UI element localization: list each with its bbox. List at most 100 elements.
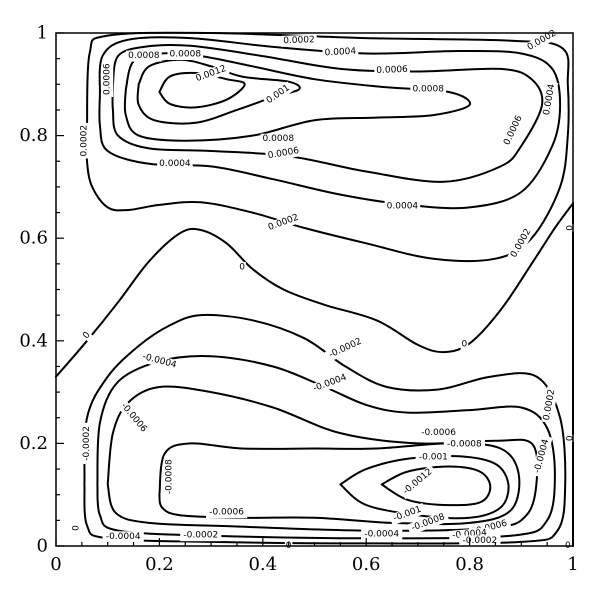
contour-line-0 [158,71,246,109]
contour-label-group-44: -0.0002 [180,530,222,542]
contour-label-group-43: -0.0004 [102,531,144,543]
contour-label: 0 [565,225,575,231]
contour-label-group-1: 0.0004 [322,46,359,59]
contour-label: 0.0002 [509,227,533,259]
y-axis: 0 0.2 0.4 0.6 0.8 1 [19,23,64,557]
contour-label-group-42: -0.0004 [361,529,403,541]
contour-label-group-25: -0.0004 [138,350,181,372]
contour-labels: 0.00020.00040.00060.00080.0010.00120.000… [71,27,576,552]
contour-label-bg [500,112,527,149]
contour-label: 0.0002 [267,213,300,233]
contour-label-group-28: -0.0002 [81,422,93,464]
contour-label-bg [460,338,469,350]
contour-line-6 [55,202,574,378]
contour-label: 0.0008 [128,51,160,61]
x-tick-label: 0 [50,554,61,575]
contour-label-bg [384,200,421,212]
contour-label: 0 [462,339,468,349]
contour-label: -0.0002 [183,531,218,541]
contour-label-bg [281,34,317,47]
contour-label: 0.0008 [170,50,202,60]
x-tick-label: 0.2 [145,554,174,575]
x-tick-label: 1 [567,554,578,575]
contour-label-group-7: 0.0008 [167,49,204,60]
contour-label: 0.0004 [387,201,419,211]
contour-label-group-22: 0 [564,224,576,232]
x-axis: 0 0.2 0.4 0.6 0.8 1 [50,538,579,575]
contour-label-group-29: -0.0006 [418,427,460,439]
contour-label: 0 [81,330,93,341]
contour-label: 0.0004 [324,47,356,59]
contour-label-group-36: -0.0006 [206,507,248,519]
contour-label-bg [71,524,83,532]
contour-label-group-41: -0.0002 [459,535,501,547]
contour-label-bg [102,531,144,543]
contour-label-group-35: -0.0004 [531,434,553,478]
y-tick-label: 0.2 [19,433,48,454]
contour-label: -0.0006 [421,428,456,438]
y-tick-label: 1 [37,23,48,44]
contour-label-group-20: 0 [80,329,94,343]
contour-label: 0.0002 [283,35,315,46]
contour-label-group-4: 0.001 [262,81,294,108]
contour-label: -0.0002 [463,536,498,546]
contour-label: -0.0006 [209,508,244,518]
x-tick-label: 0.6 [352,554,381,575]
contour-label-group-33: -0.0008 [164,456,176,498]
y-tick-label: 0 [37,536,48,557]
contour-label-bg [206,507,248,519]
contour-line-13 [380,465,492,507]
plot-frame [55,32,574,547]
contour-label-bg [126,50,162,62]
contour-line-2 [123,52,472,142]
contour-label-bg [308,371,352,396]
contour-label-group-9: 0.0008 [260,133,297,145]
contour-label-group-19: 0 [238,261,246,273]
contour-label: -0.0008 [447,439,482,449]
contour-label-bg [167,49,204,60]
contour-label-group-24: -0.0002 [324,334,367,363]
contour-label-bg [541,386,559,424]
contour-label: -0.001 [419,452,448,462]
contour-label-bg [260,133,297,145]
contour-label-group-6: 0.0008 [126,50,162,62]
contour-label-bg [388,502,427,526]
contour-label: -0.0004 [141,352,177,371]
contour-label: 0 [72,525,82,531]
contour-label-group-14: 0.0004 [541,81,559,119]
contour-label-group-23: 0 [564,434,576,443]
contour-label: -0.0002 [82,426,92,461]
contour-label: 0.0006 [376,65,408,76]
y-tick-label: 0.4 [19,330,48,351]
contour-lines [55,31,575,547]
contour-label: 0.0008 [412,84,444,94]
contour-label-bg [523,27,561,55]
contour-label-bg [374,64,411,77]
contour-label: 0 [565,435,575,441]
contour-label-bg [443,438,485,450]
contour-label: 0.0002 [526,28,558,52]
contour-label-group-18: 0.0002 [507,225,535,262]
contour-label-bg [410,83,446,95]
contour-label-bg [180,530,222,542]
contour-label-group-10: 0.0006 [265,145,302,163]
contour-label-bg [138,350,181,372]
contour-label: 0.0008 [263,134,295,144]
x-tick-label: 0.8 [455,554,484,575]
contour-label-group-31: -0.001 [415,451,452,463]
contour-label-group-8: 0.0006 [102,61,114,97]
contour-label-group-30: -0.0008 [443,438,485,450]
contour-label: 0 [239,262,245,272]
contour-label-bg [459,535,501,547]
contour-label-group-34: 0.0002 [541,386,559,424]
y-tick-label: 0.8 [19,125,48,146]
contour-label-bg [531,434,553,478]
contour-label-bg [262,81,294,108]
contour-label-bg [116,398,152,438]
contour-label-group-2: 0.0006 [374,64,411,77]
contour-label-bg [164,456,176,498]
contour-label-group-26: -0.0004 [308,371,352,396]
contour-label-bg [265,145,302,163]
contour-label-bg [238,261,246,273]
